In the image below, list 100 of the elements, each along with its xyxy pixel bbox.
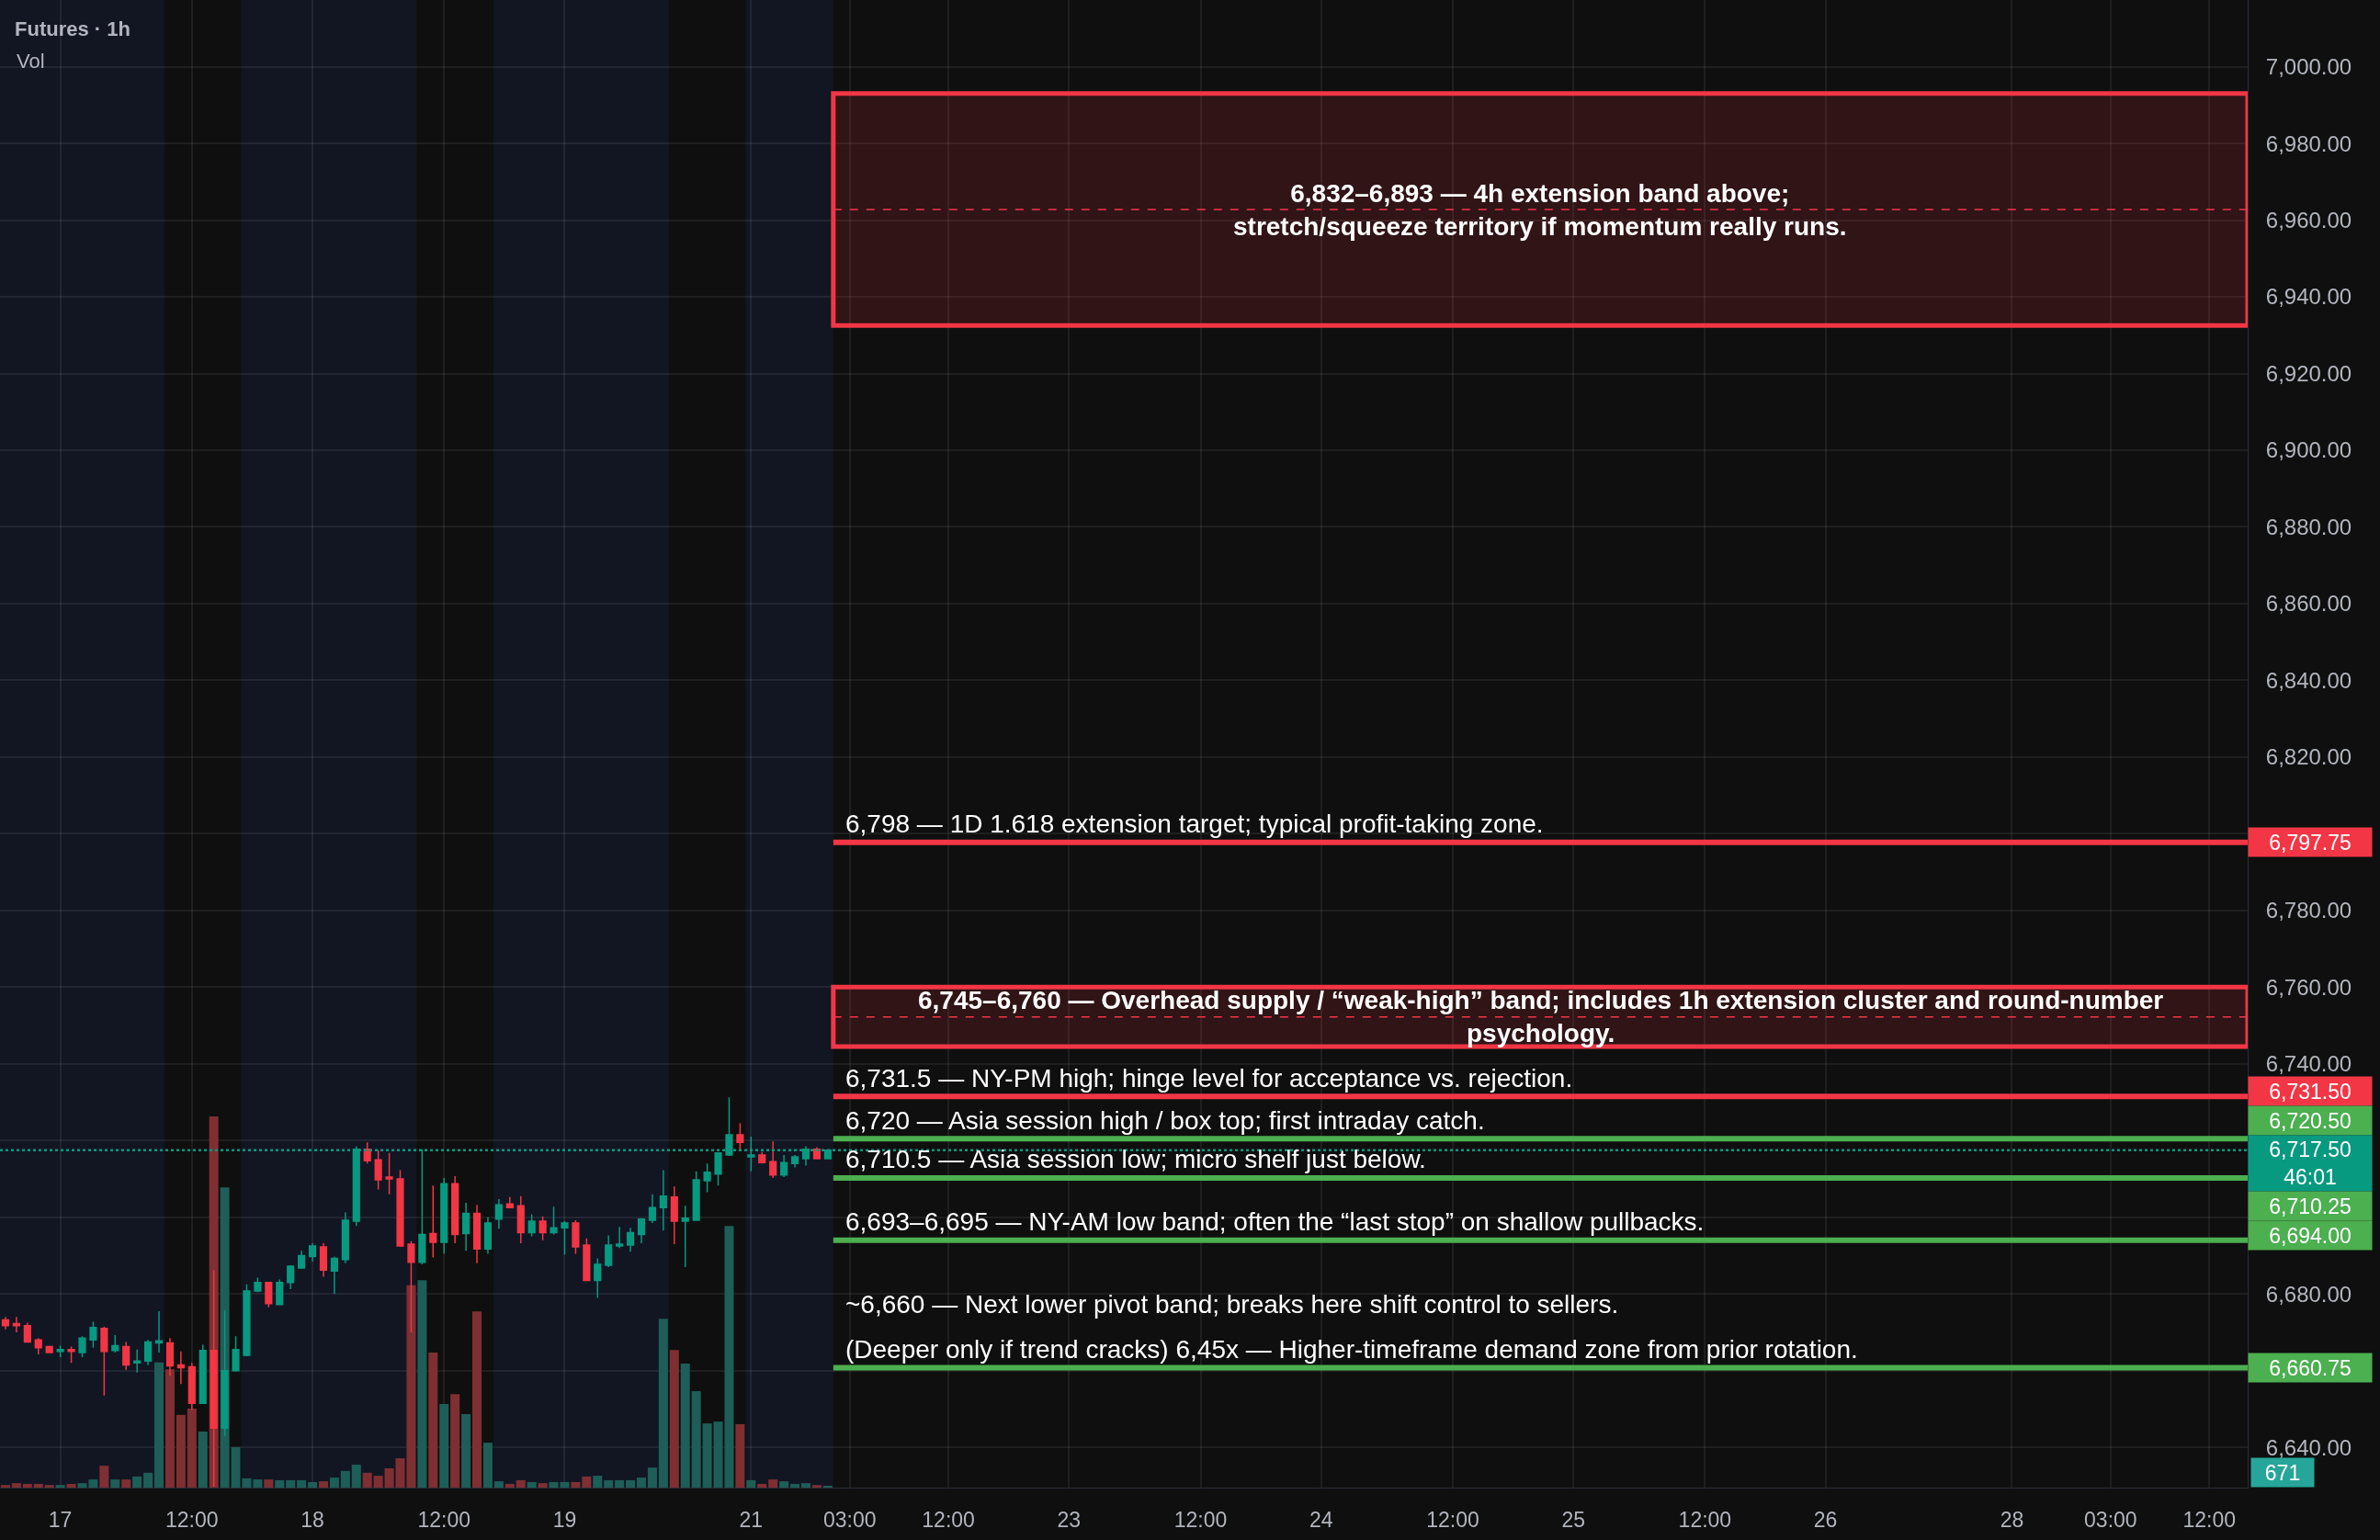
y-tick-label: 6,680.00 — [2265, 1281, 2352, 1307]
candlestick — [243, 1284, 251, 1357]
x-tick-label: 12:00 — [1173, 1507, 1228, 1532]
candlestick — [276, 1278, 284, 1306]
y-tick-label: 6,900.00 — [2265, 437, 2352, 463]
bar — [582, 1476, 592, 1488]
bar — [264, 1479, 274, 1488]
bar — [373, 1476, 383, 1488]
annotation: 6,731.5 — NY-PM high; hinge level for acceptance vs. rejection. — [845, 1064, 1573, 1093]
candlestick — [550, 1206, 558, 1236]
annotation: 6,693–6,695 — NY-AM low band; often the “last stop” on shallow pullbacks. — [845, 1207, 1705, 1236]
bar — [0, 1485, 10, 1488]
band-label: 6,745–6,760 — Overhead supply / “weak-high” band; includes 1h extension cluster and round-number psychology. — [918, 986, 2164, 1048]
bar — [504, 1483, 515, 1488]
candlestick — [298, 1250, 306, 1269]
candlestick — [790, 1154, 799, 1169]
candlestick — [572, 1219, 580, 1255]
bar — [461, 1414, 471, 1488]
candlestick — [23, 1321, 31, 1343]
annotation: 6,710.5 — Asia session low; micro shelf just below. — [845, 1145, 1426, 1173]
candlestick — [659, 1169, 667, 1232]
bar — [702, 1423, 712, 1488]
annotation: (Deeper only if trend cracks) 6,45x — Higher-timeframe demand zone from prior rotation. — [845, 1335, 1858, 1364]
annotation: ~6,660 — Next lower pivot band; breaks here shift control to sellers. — [845, 1290, 1619, 1319]
bar — [472, 1311, 482, 1488]
candlestick — [1, 1316, 10, 1331]
bar — [527, 1481, 537, 1488]
candlestick — [462, 1202, 470, 1252]
bar — [757, 1483, 767, 1488]
candlestick — [111, 1334, 119, 1353]
y-tick-label: 6,960.00 — [2265, 207, 2352, 232]
x-tick-label: 26 — [1813, 1507, 1838, 1532]
bar — [154, 1362, 164, 1488]
x-tick-label: 12:00 — [922, 1507, 975, 1532]
bar — [768, 1479, 778, 1488]
candlestick — [34, 1337, 42, 1355]
bar — [384, 1468, 394, 1488]
candlestick — [133, 1348, 142, 1374]
candlestick — [736, 1122, 744, 1150]
text: Futures · 1h — [15, 17, 130, 40]
y-tick-label: 7,000.00 — [2265, 54, 2352, 80]
candlestick — [451, 1175, 459, 1244]
x-tick-label: 03:00 — [822, 1507, 877, 1532]
bar — [99, 1466, 109, 1488]
bar — [33, 1483, 43, 1488]
ref-line-label: 6,660.75 — [2269, 1355, 2352, 1380]
x-tick-label: 12:00 — [165, 1507, 219, 1532]
bar — [680, 1364, 690, 1488]
bar — [297, 1479, 307, 1488]
candlestick — [681, 1205, 689, 1268]
y-tick-label: 6,780.00 — [2265, 898, 2352, 923]
bar — [604, 1479, 614, 1488]
bar — [691, 1390, 701, 1488]
ref-line-label: 6,797.75 — [2269, 830, 2352, 855]
x-tick-label: 17 — [48, 1507, 73, 1532]
y-tick-label: 6,640.00 — [2265, 1434, 2352, 1460]
candlestick — [143, 1339, 153, 1366]
x-tick-label: 12:00 — [2182, 1507, 2237, 1532]
ref-line-label: 6,694.00 — [2269, 1223, 2352, 1248]
ref-line-label: 6,720.50 — [2269, 1108, 2352, 1133]
annotation: 6,798 — 1D 1.618 extension target; typical profit-taking zone. — [845, 810, 1544, 838]
ref-line-label: 6,710.25 — [2269, 1194, 2352, 1218]
candlestick — [505, 1196, 514, 1209]
bar — [121, 1479, 131, 1488]
ref-line-label: 6,717.50 46:01 — [2269, 1138, 2352, 1189]
x-tick-label: 18 — [300, 1507, 324, 1532]
candlestick — [265, 1281, 273, 1308]
candlestick — [78, 1335, 86, 1358]
bar — [286, 1479, 296, 1488]
x-tick-label: 12:00 — [1426, 1507, 1479, 1532]
candlestick — [527, 1213, 536, 1238]
bar — [450, 1394, 460, 1488]
bar — [538, 1483, 548, 1488]
bar — [329, 1478, 339, 1488]
bar — [417, 1280, 427, 1488]
candlestick — [583, 1237, 591, 1282]
bar — [571, 1481, 581, 1488]
candlestick — [538, 1215, 547, 1241]
candlestick — [594, 1257, 602, 1299]
candlestick — [626, 1227, 635, 1253]
bar — [593, 1476, 603, 1488]
bar — [44, 1485, 54, 1488]
bar — [811, 1485, 822, 1488]
y-tick-label: 6,920.00 — [2265, 360, 2352, 386]
bar — [735, 1423, 745, 1488]
candlestick — [374, 1149, 382, 1191]
candlestick — [176, 1351, 185, 1386]
bar — [110, 1479, 120, 1488]
x-tick-label: 23 — [1057, 1507, 1082, 1532]
bar — [164, 1369, 175, 1488]
bar — [439, 1404, 449, 1488]
bar — [636, 1478, 647, 1488]
x-tick-label: 24 — [1309, 1507, 1333, 1532]
bar — [779, 1481, 789, 1488]
x-tick-label: 19 — [552, 1507, 577, 1532]
x-tick-label: 21 — [739, 1507, 764, 1532]
candlestick — [330, 1255, 339, 1295]
candlestick — [440, 1177, 448, 1255]
candlestick — [385, 1152, 393, 1195]
bar — [516, 1479, 526, 1488]
